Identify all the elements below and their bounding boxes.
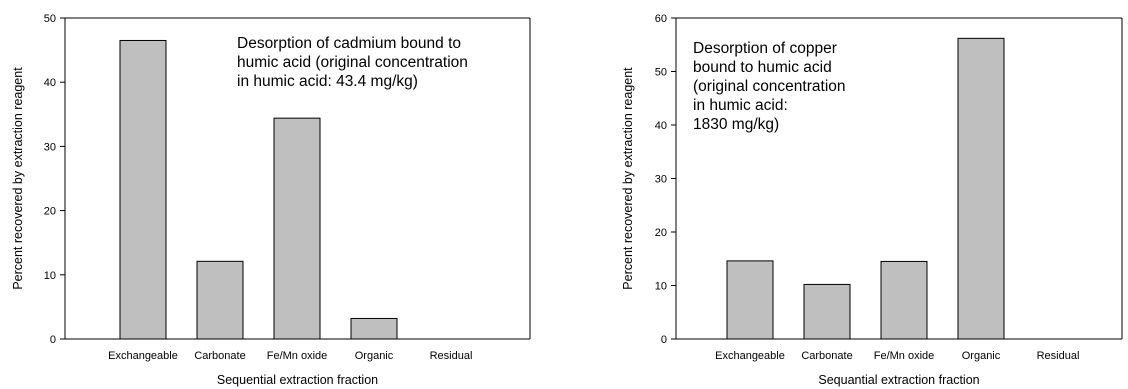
x-tick-label: Residual <box>430 350 473 362</box>
bar-fe-mn-oxide <box>880 260 928 340</box>
y-tick-label: 10 <box>44 270 56 282</box>
x-tick-label: Exchangeable <box>108 350 178 362</box>
bar-exchangeable <box>119 39 167 340</box>
x-axis-title: Sequential extraction fraction <box>217 373 378 387</box>
y-tick-label: 60 <box>655 13 667 25</box>
annotation-line: in humic acid: <box>693 97 788 114</box>
x-tick-label: Carbonate <box>801 350 852 362</box>
annotation-line: Desorption of cadmium bound to <box>237 35 461 52</box>
y-tick-label: 30 <box>44 141 56 153</box>
annotation-line: humic acid (original concentration <box>237 54 468 71</box>
y-tick-label: 50 <box>655 67 667 79</box>
annotation-line: Desorption of copper <box>693 40 837 57</box>
y-tick-label: 10 <box>655 281 667 293</box>
y-tick-label: 30 <box>655 174 667 186</box>
y-tick-label: 20 <box>655 227 667 239</box>
x-tick-label: Exchangeable <box>715 350 785 362</box>
y-tick-label: 40 <box>44 77 56 89</box>
y-tick-label: 40 <box>655 120 667 132</box>
y-tick-label: 0 <box>661 334 667 346</box>
x-tick-label: Fe/Mn oxide <box>267 350 328 362</box>
bar-carbonate <box>803 283 851 340</box>
bar-organic <box>957 37 1005 340</box>
annotation-line: (original concentration <box>693 78 846 95</box>
annotation-line: bound to humic acid <box>693 59 832 76</box>
y-tick-label: 20 <box>44 206 56 218</box>
bar-carbonate <box>196 260 244 340</box>
x-tick-label: Carbonate <box>194 350 245 362</box>
chart-panel-2: Exchangeable Carbonate Fe/Mn oxide Organic R… <box>621 13 1123 387</box>
bar-exchangeable <box>726 260 774 340</box>
chart-panel-1: Exchangeable Carbonate Fe/Mn oxide Organic R… <box>11 13 531 387</box>
x-tick-label: Fe/Mn oxide <box>874 350 935 362</box>
x-axis-title: Sequantial extraction fraction <box>818 373 979 387</box>
y-tick-label: 0 <box>50 334 56 346</box>
x-tick-label: Organic <box>355 350 394 362</box>
bar-organic <box>350 317 398 340</box>
y-axis-title: Percent recovered by extraction reagent <box>621 67 635 290</box>
y-axis-title: Percent recovered by extraction reagent <box>11 67 25 290</box>
x-tick-label: Organic <box>962 350 1001 362</box>
x-tick-label: Residual <box>1037 350 1080 362</box>
annotation-line: 1830 mg/kg) <box>693 116 779 133</box>
annotation-line: in humic acid: 43.4 mg/kg) <box>237 73 418 90</box>
y-tick-label: 50 <box>44 13 56 25</box>
bar-fe-mn-oxide <box>273 117 321 340</box>
